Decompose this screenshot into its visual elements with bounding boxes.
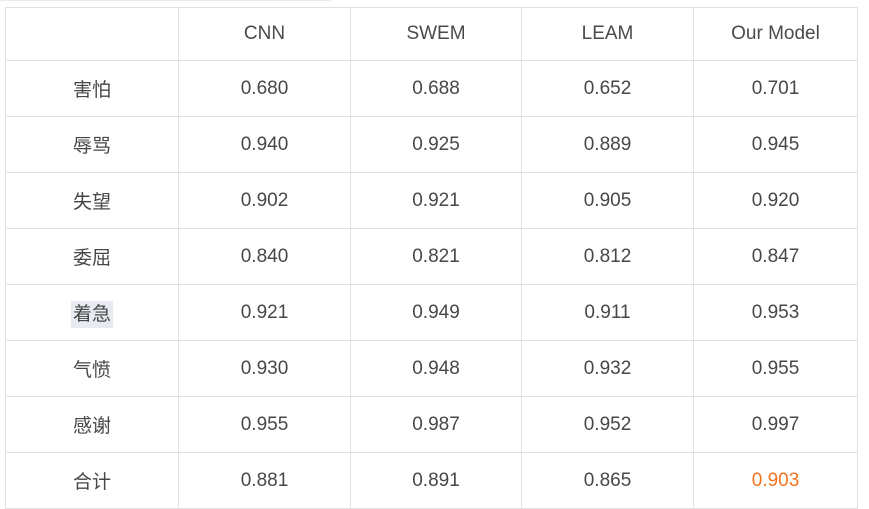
value-cell: 0.949 bbox=[350, 284, 522, 341]
value-cell: 0.812 bbox=[521, 228, 694, 285]
table-row: 着急 0.921 0.949 0.911 0.953 bbox=[5, 284, 858, 341]
row-label: 害怕 bbox=[5, 60, 179, 117]
row-label-text: 气愤 bbox=[72, 360, 111, 381]
value-cell: 0.821 bbox=[350, 228, 522, 285]
value-cell: 0.920 bbox=[693, 172, 858, 229]
value-cell: 0.945 bbox=[693, 116, 858, 173]
row-label-text: 感谢 bbox=[72, 416, 111, 437]
value-cell: 0.921 bbox=[350, 172, 522, 229]
column-header: LEAM bbox=[521, 7, 694, 61]
column-header: SWEM bbox=[350, 7, 522, 61]
results-table-container: CNN SWEM LEAM Our Model 害怕 0.680 0.688 0.652 0.… bbox=[5, 7, 858, 509]
value-cell: 0.840 bbox=[178, 228, 351, 285]
value-cell: 0.701 bbox=[693, 60, 858, 117]
row-label-text: 害怕 bbox=[72, 80, 111, 101]
value-cell: 0.930 bbox=[178, 340, 351, 397]
table-body: 害怕 0.680 0.688 0.652 0.701 辱骂 0.940 0.925 0.889 0… bbox=[5, 60, 858, 509]
table-row: 害怕 0.680 0.688 0.652 0.701 bbox=[5, 60, 858, 117]
value-cell: 0.921 bbox=[178, 284, 351, 341]
value-cell: 0.925 bbox=[350, 116, 522, 173]
value-cell: 0.955 bbox=[178, 396, 351, 453]
header-row: CNN SWEM LEAM Our Model bbox=[5, 7, 858, 61]
value-cell: 0.955 bbox=[693, 340, 858, 397]
value-cell: 0.997 bbox=[693, 396, 858, 453]
value-cell: 0.680 bbox=[178, 60, 351, 117]
row-label-text: 合计 bbox=[72, 472, 111, 493]
selection-highlight: 着急 bbox=[70, 301, 113, 328]
value-cell: 0.952 bbox=[521, 396, 694, 453]
value-cell: 0.953 bbox=[693, 284, 858, 341]
value-cell: 0.948 bbox=[350, 340, 522, 397]
cropped-artifact-line bbox=[0, 0, 331, 1]
value-cell: 0.902 bbox=[178, 172, 351, 229]
row-label: 辱骂 bbox=[5, 116, 179, 173]
row-label: 失望 bbox=[5, 172, 179, 229]
row-label-text: 失望 bbox=[72, 192, 111, 213]
column-header: Our Model bbox=[693, 7, 858, 61]
value-cell: 0.688 bbox=[350, 60, 522, 117]
value-cell: 0.881 bbox=[178, 452, 351, 509]
row-label-text: 委屈 bbox=[72, 248, 111, 269]
value-cell: 0.911 bbox=[521, 284, 694, 341]
row-label: 气愤 bbox=[5, 340, 179, 397]
row-label: 委屈 bbox=[5, 228, 179, 285]
value-cell: 0.932 bbox=[521, 340, 694, 397]
value-cell: 0.865 bbox=[521, 452, 694, 509]
value-cell: 0.905 bbox=[521, 172, 694, 229]
value-cell: 0.891 bbox=[350, 452, 522, 509]
corner-cell bbox=[5, 7, 179, 61]
value-cell: 0.940 bbox=[178, 116, 351, 173]
row-label: 着急 bbox=[5, 284, 179, 341]
value-cell: 0.652 bbox=[521, 60, 694, 117]
table-row: 委屈 0.840 0.821 0.812 0.847 bbox=[5, 228, 858, 285]
value-cell: 0.889 bbox=[521, 116, 694, 173]
table-row: 气愤 0.930 0.948 0.932 0.955 bbox=[5, 340, 858, 397]
value-cell-accent: 0.903 bbox=[693, 452, 858, 509]
value-cell: 0.847 bbox=[693, 228, 858, 285]
table-row: 合计 0.881 0.891 0.865 0.903 bbox=[5, 452, 858, 509]
table-row: 感谢 0.955 0.987 0.952 0.997 bbox=[5, 396, 858, 453]
table-row: 辱骂 0.940 0.925 0.889 0.945 bbox=[5, 116, 858, 173]
column-header: CNN bbox=[178, 7, 351, 61]
row-label: 合计 bbox=[5, 452, 179, 509]
model-comparison-table: CNN SWEM LEAM Our Model 害怕 0.680 0.688 0.652 0.… bbox=[5, 7, 858, 509]
row-label: 感谢 bbox=[5, 396, 179, 453]
value-cell: 0.987 bbox=[350, 396, 522, 453]
row-label-text: 辱骂 bbox=[72, 136, 111, 157]
table-row: 失望 0.902 0.921 0.905 0.920 bbox=[5, 172, 858, 229]
